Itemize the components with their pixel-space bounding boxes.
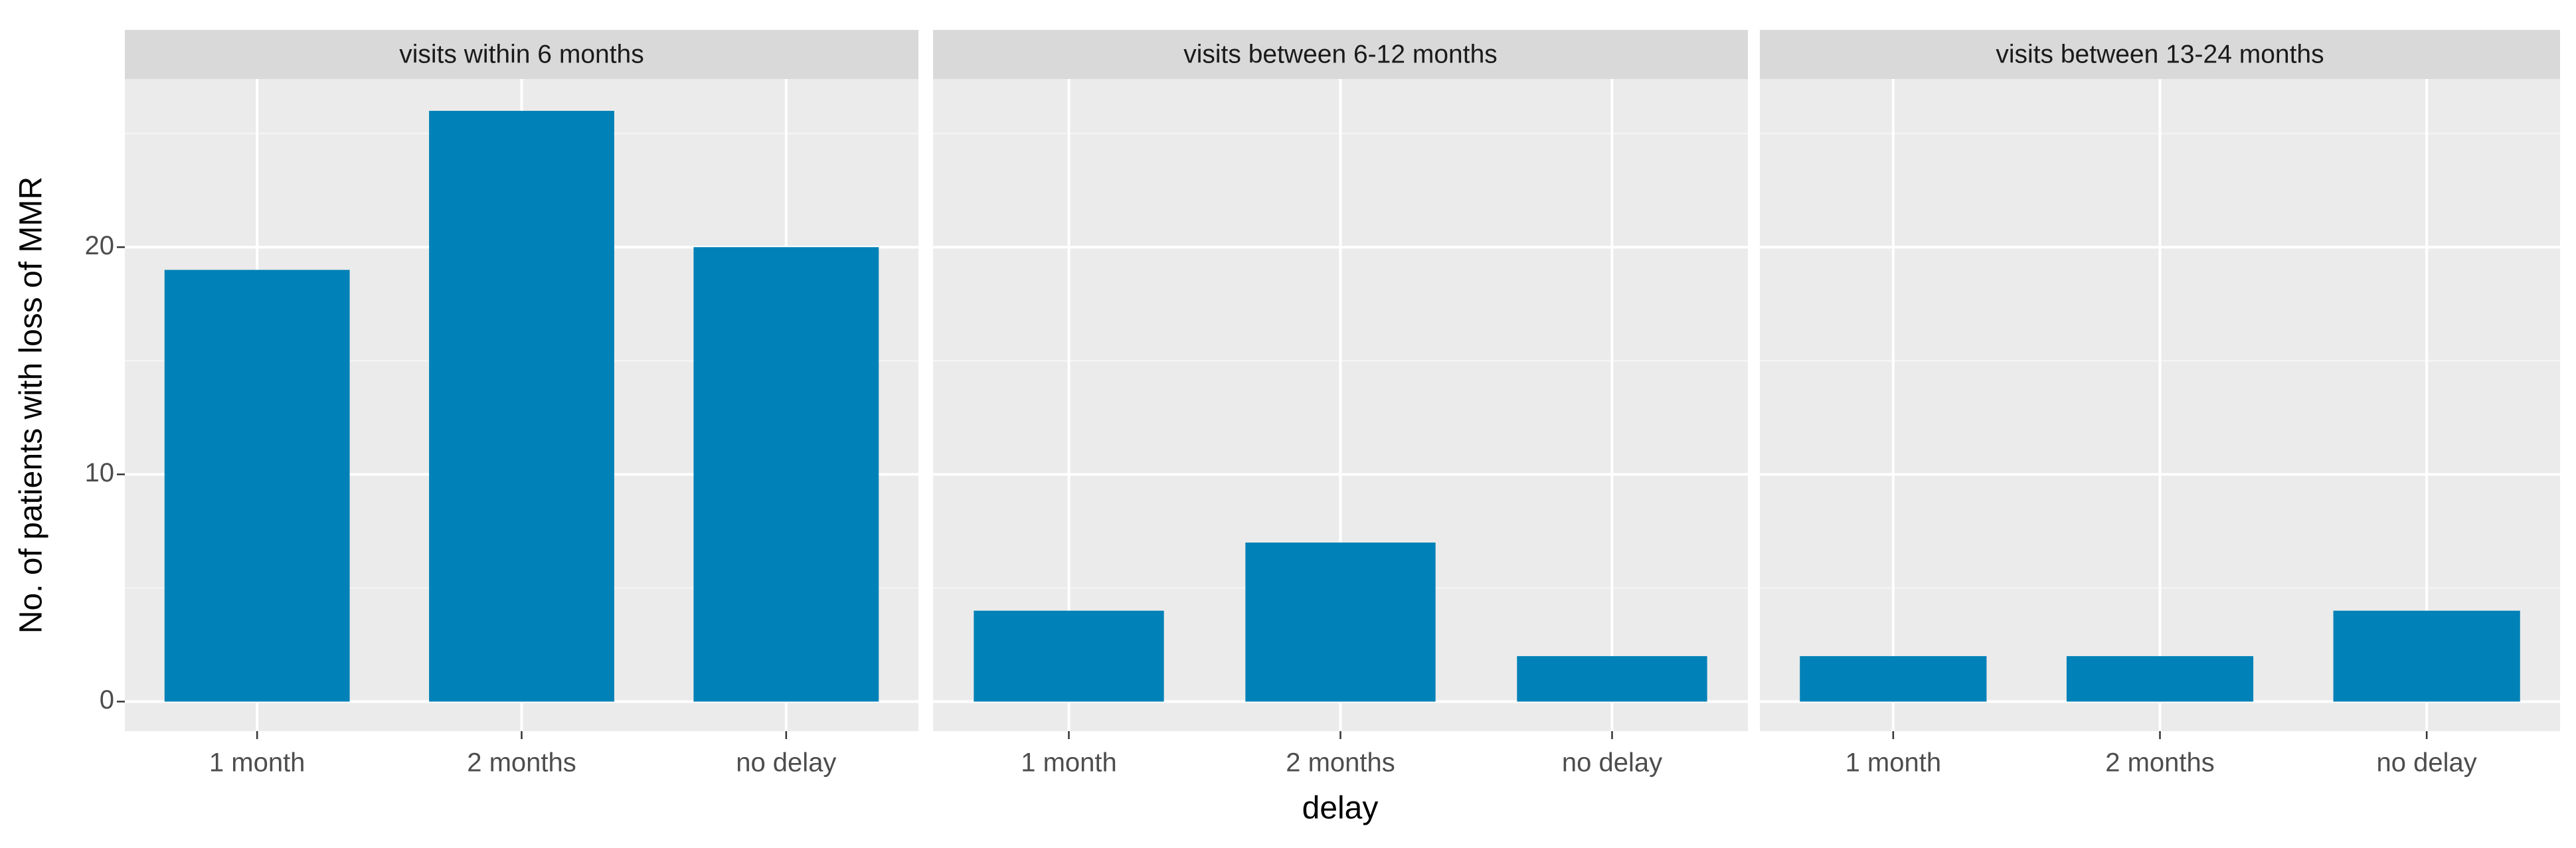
x-tick-label: 1 month <box>1846 748 1942 778</box>
bar <box>1517 656 1707 702</box>
x-tick-label: 1 month <box>1021 748 1117 778</box>
y-tick-label: 10 <box>85 458 115 487</box>
bar <box>1800 656 1987 702</box>
bar <box>164 270 350 702</box>
x-tick-label: 2 months <box>467 748 576 778</box>
strip <box>933 30 1748 79</box>
y-tick-label: 20 <box>85 231 115 260</box>
facet-title: visits between 13-24 months <box>1996 40 2324 68</box>
y-axis-label: No. of patients with loss of MMR <box>14 177 49 634</box>
x-tick-label: 2 months <box>1286 748 1395 778</box>
bar <box>2066 656 2254 702</box>
x-tick-label: 2 months <box>2105 748 2215 778</box>
bar <box>974 610 1164 702</box>
y-tick-label: 0 <box>100 685 114 715</box>
x-tick-label: no delay <box>2377 748 2477 778</box>
bar <box>693 247 879 702</box>
bar <box>429 110 614 702</box>
bar <box>1245 543 1436 702</box>
strip <box>125 30 918 79</box>
bar <box>2333 610 2520 702</box>
x-tick-label: no delay <box>1562 748 1662 778</box>
x-tick-label: 1 month <box>209 748 305 778</box>
strip <box>1760 30 2560 79</box>
facet-title: visits between 6-12 months <box>1183 40 1498 68</box>
x-axis-label: delay <box>1302 791 1379 826</box>
x-tick-label: no delay <box>736 748 836 778</box>
facet-title: visits within 6 months <box>399 40 644 68</box>
